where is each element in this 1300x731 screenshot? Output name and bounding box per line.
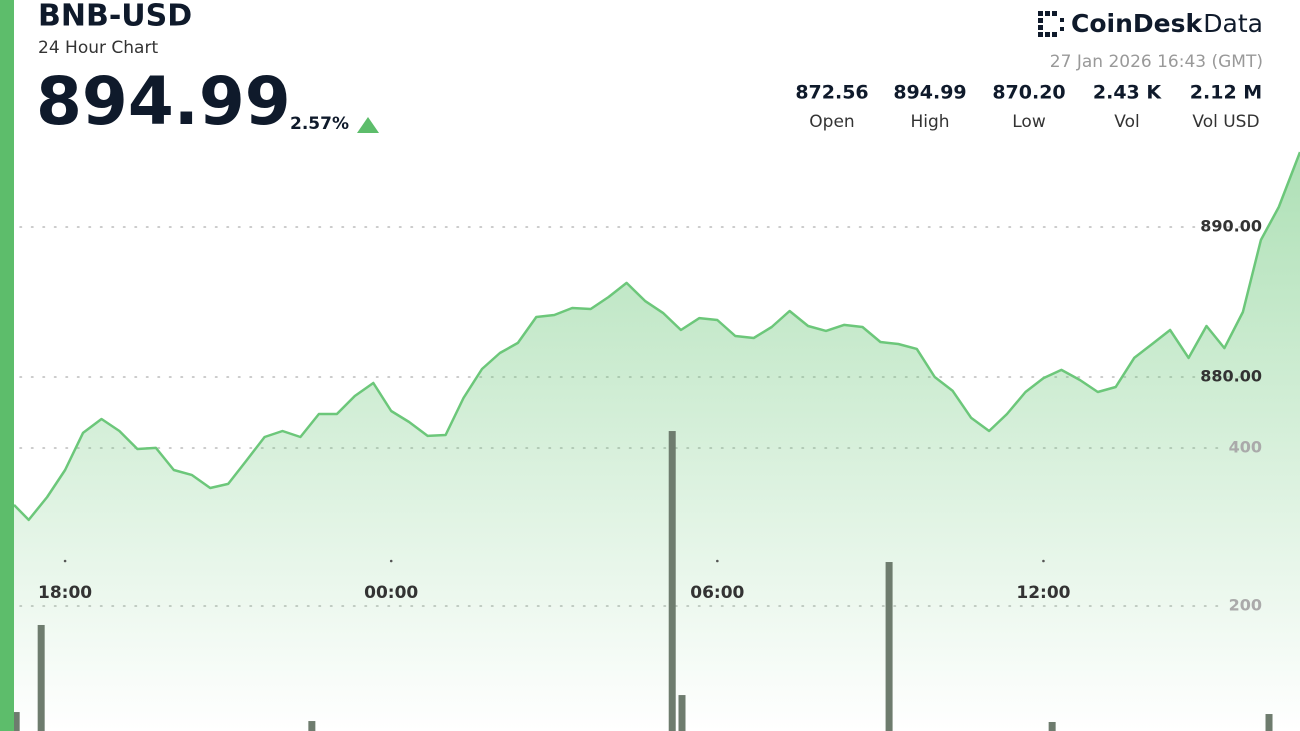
volume-bar: [1048, 721, 1056, 731]
stat-value: 2.12 M: [1190, 82, 1262, 104]
volume-bar: [678, 695, 686, 731]
volume-bar: [308, 721, 316, 731]
timestamp: 27 Jan 2026 16:43 (GMT): [1050, 52, 1263, 72]
x-tick-mark: [389, 559, 393, 563]
stat-label: High: [910, 112, 949, 132]
volume-bar: [885, 562, 893, 731]
stat-label: Vol: [1114, 112, 1139, 132]
logo-icon: [1038, 11, 1064, 37]
x-tick-label: 12:00: [1016, 583, 1070, 603]
change: 2.57%: [290, 114, 349, 134]
price: 894.99: [36, 63, 291, 140]
stat-value: 872.56: [795, 82, 868, 104]
volume-bar: [12, 712, 20, 731]
price-line: [13, 151, 1300, 522]
area-fill: [14, 152, 1300, 731]
side-strip: [0, 0, 14, 731]
y2-tick-label: 400: [1229, 438, 1262, 457]
volume-bar: [37, 624, 45, 731]
x-tick-mark: [716, 559, 719, 563]
volume-bar: [668, 431, 676, 731]
volume-bar: [1265, 714, 1273, 731]
stat-label: Vol USD: [1192, 112, 1259, 132]
stat-label: Low: [1012, 112, 1046, 132]
up-arrow: [357, 117, 379, 133]
pair-title: BNB-USD: [38, 0, 192, 34]
x-tick-label: 06:00: [690, 583, 744, 603]
stat-value: 894.99: [893, 82, 966, 104]
stat-label: Open: [809, 112, 854, 132]
plot: 880.00 890.00 200 400 18:00 00:00 06:00 12:00: [12, 151, 1300, 731]
x-tick-mark: [63, 559, 67, 563]
x-tick-label: 00:00: [364, 583, 418, 603]
logo-text: Data: [1203, 9, 1263, 38]
subtitle: 24 Hour Chart: [38, 38, 158, 58]
x-tick-mark: [1042, 559, 1045, 563]
x-tick-label: 18:00: [38, 583, 92, 603]
stats: 872.56 Open 894.99 High 870.20 Low 2.43 K Vol 2.…: [795, 82, 1262, 133]
y-tick-label: 890.00: [1200, 217, 1262, 236]
logo-text: CoinDesk: [1071, 9, 1203, 38]
y2-tick-label: 200: [1229, 596, 1262, 615]
stat-value: 870.20: [992, 82, 1065, 104]
y-tick-label: 880.00: [1200, 367, 1262, 386]
stat-value: 2.43 K: [1093, 82, 1162, 104]
